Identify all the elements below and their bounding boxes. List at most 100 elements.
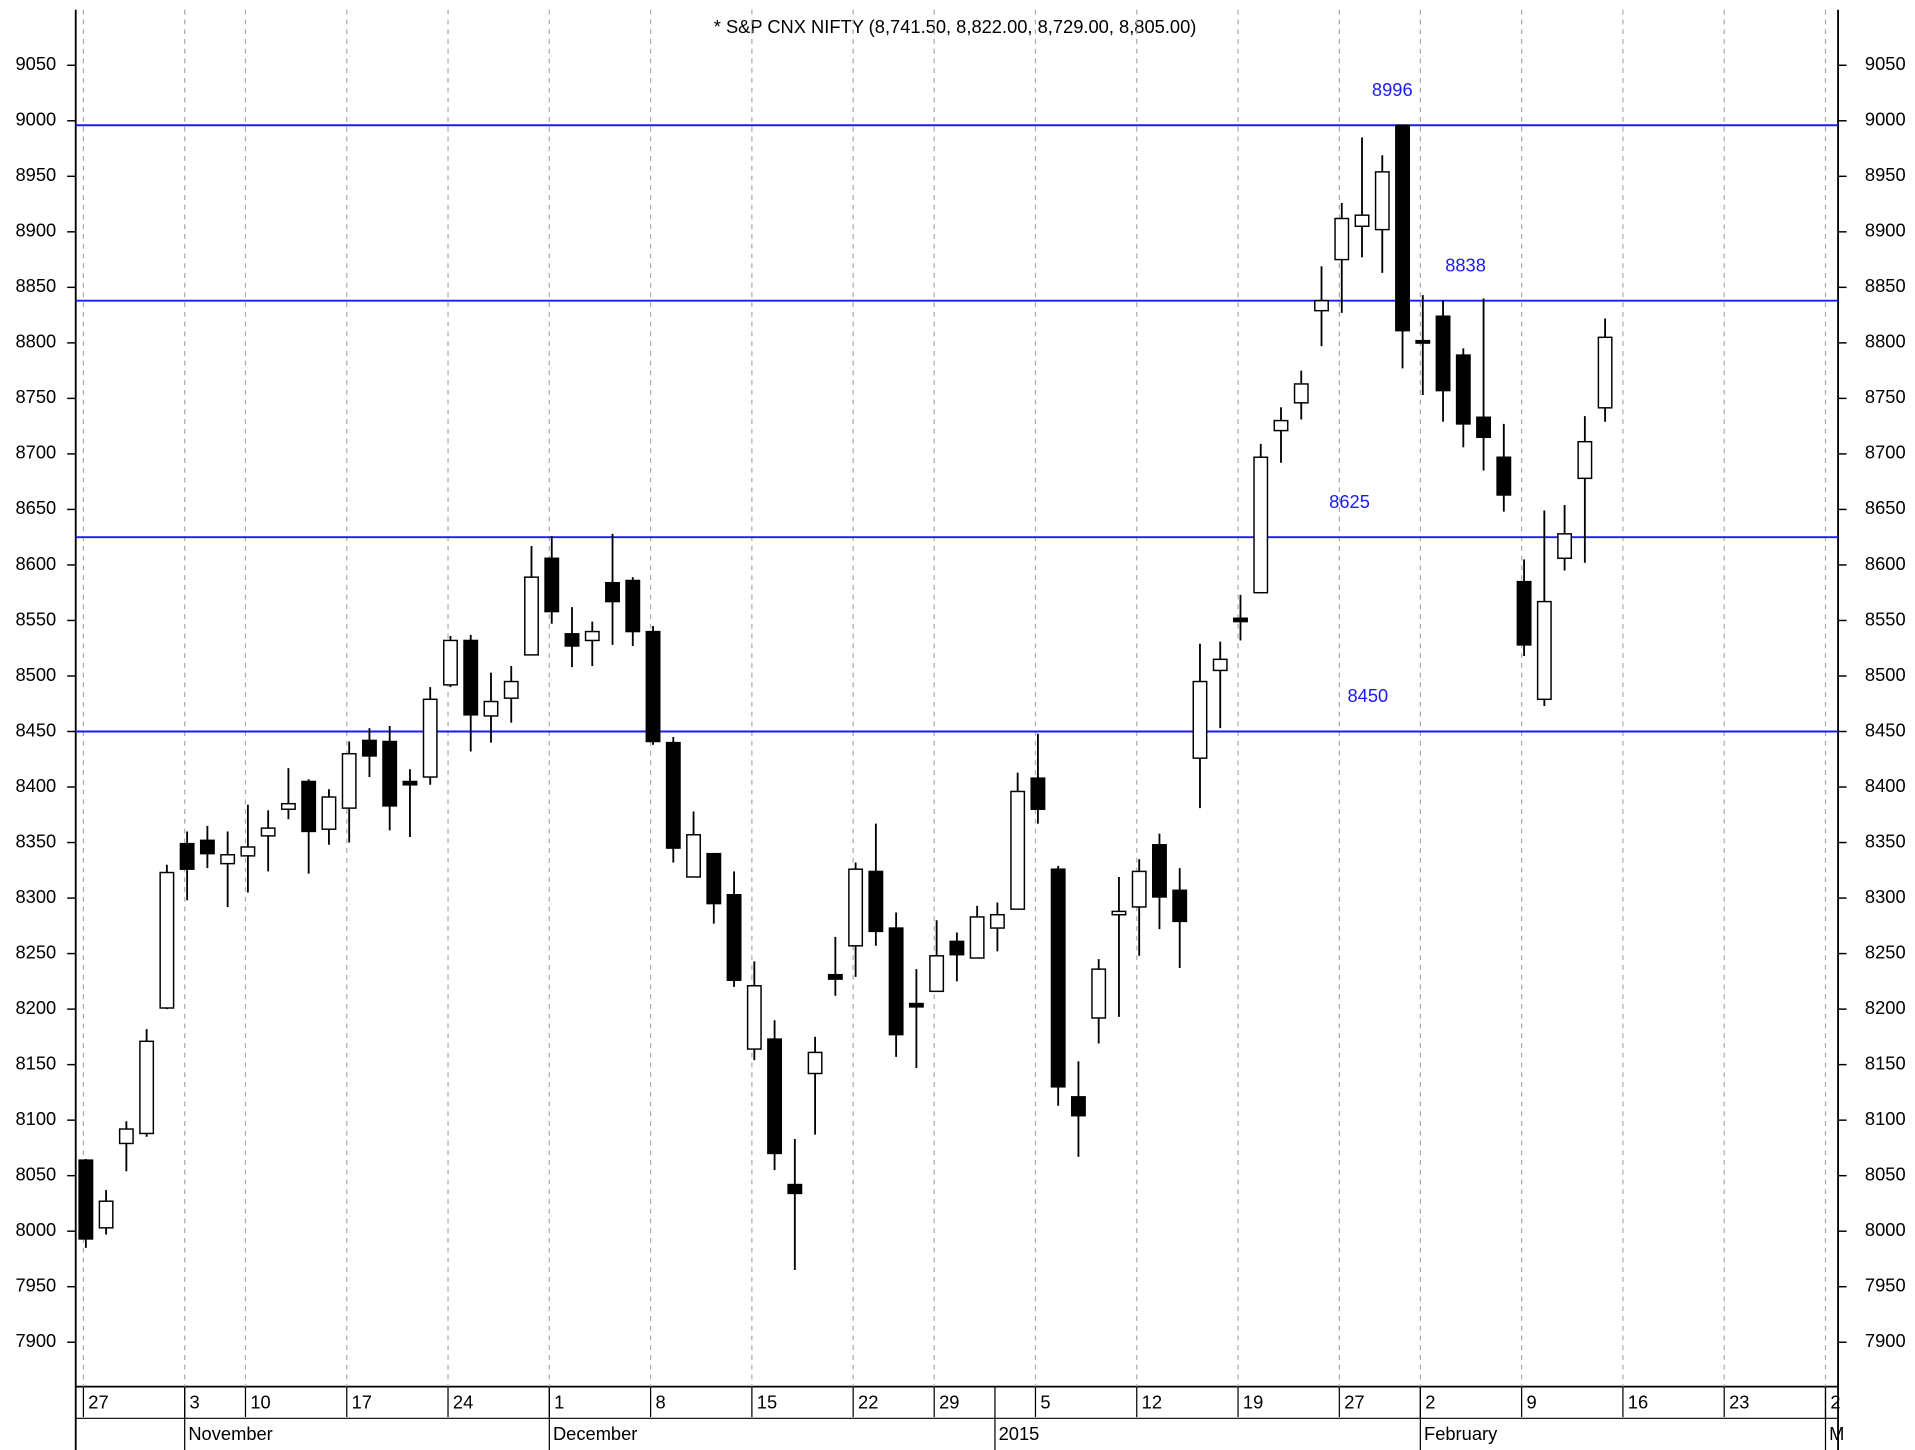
x-tick-label: 23: [1729, 1392, 1749, 1413]
candle-body: [1496, 456, 1512, 496]
y-tick-label: 8150: [15, 1052, 56, 1073]
y-tick-label: 8550: [1865, 608, 1906, 629]
candle-body: [118, 1128, 134, 1145]
candle-body: [240, 846, 256, 857]
y-tick-label: 9050: [15, 53, 56, 74]
x-tick-label: 27: [1344, 1392, 1364, 1413]
candle-body: [1334, 217, 1350, 261]
candle-body: [1233, 617, 1248, 623]
x-tick-label: 15: [757, 1392, 777, 1413]
y-tick-label: 8250: [1865, 941, 1906, 962]
chart-title: * S&P CNX NIFTY (8,741.50, 8,822.00, 8,7…: [714, 16, 1197, 37]
y-tick-label: 8150: [1865, 1052, 1906, 1073]
candle-body: [1435, 315, 1451, 392]
candle-body: [179, 842, 195, 870]
y-tick-label: 8850: [1865, 275, 1906, 296]
candle-body: [1374, 171, 1390, 231]
x-tick-label: 12: [1142, 1392, 1162, 1413]
candle-body: [989, 913, 1005, 929]
y-tick-label: 8400: [1865, 775, 1906, 796]
candle-body: [949, 940, 965, 956]
y-tick-label: 8000: [15, 1219, 56, 1240]
candle-body: [1091, 968, 1107, 1019]
candle-body: [848, 868, 864, 947]
candle-body: [98, 1200, 114, 1229]
y-tick-label: 8200: [15, 997, 56, 1018]
candle-body: [422, 698, 438, 778]
candle-body: [361, 739, 377, 757]
candle-body: [1172, 889, 1188, 923]
x-tick-label: 2: [1425, 1392, 1435, 1413]
candle-body: [1192, 680, 1208, 759]
x-tick-label: 16: [1628, 1392, 1648, 1413]
month-label: February: [1424, 1423, 1498, 1444]
candle-body: [746, 985, 762, 1050]
level-label: 8838: [1445, 254, 1486, 275]
x-tick-label: 1: [554, 1392, 564, 1413]
candle-body: [1293, 383, 1309, 404]
candle-body: [220, 854, 236, 865]
candle-body: [605, 581, 620, 603]
candle-body: [1557, 533, 1573, 560]
x-tick-label: 8: [655, 1392, 665, 1413]
x-tick-label: 27: [88, 1392, 108, 1413]
y-tick-label: 8350: [1865, 830, 1906, 851]
y-tick-label: 8750: [15, 386, 56, 407]
y-tick-label: 8050: [15, 1164, 56, 1185]
candle-body: [665, 741, 681, 849]
candle-body: [463, 639, 479, 716]
candle-body: [280, 802, 296, 810]
candle-body: [1152, 844, 1167, 898]
candle-body: [929, 955, 945, 993]
candle-body: [868, 870, 884, 933]
candle-body: [159, 871, 175, 1009]
candle-body: [787, 1183, 803, 1195]
candle-body: [1070, 1096, 1086, 1117]
candle-body: [524, 576, 539, 656]
candle-body: [1415, 339, 1431, 344]
month-label: M: [1829, 1423, 1844, 1444]
candle-body: [584, 630, 600, 642]
y-tick-label: 7950: [15, 1275, 56, 1296]
x-tick-label: 3: [190, 1392, 200, 1413]
candle-body: [1212, 658, 1228, 672]
candle-body: [1354, 214, 1370, 228]
candle-body: [260, 827, 276, 837]
candle-body: [199, 839, 215, 855]
candle-body: [1314, 299, 1329, 312]
candle-body: [1577, 440, 1593, 480]
x-tick-label: 29: [939, 1392, 959, 1413]
candle-body: [1273, 419, 1289, 432]
candle-body: [726, 894, 742, 981]
candle-body: [1111, 910, 1127, 916]
candle-body: [382, 740, 398, 807]
candle-body: [706, 852, 722, 905]
month-label: November: [188, 1423, 272, 1444]
candle-body: [1536, 600, 1552, 701]
candle-body: [1131, 870, 1147, 908]
candle-body: [1395, 124, 1410, 332]
candle-body: [1010, 790, 1026, 910]
y-tick-label: 8500: [15, 664, 56, 685]
candle-body: [483, 700, 499, 717]
candle-body: [564, 633, 580, 647]
candle-body: [888, 927, 904, 1036]
y-tick-label: 8450: [1865, 719, 1906, 740]
y-tick-label: 8400: [15, 775, 56, 796]
y-tick-label: 8700: [1865, 442, 1906, 463]
x-tick-label: 10: [250, 1392, 270, 1413]
y-tick-label: 7900: [1865, 1330, 1906, 1351]
y-tick-label: 8900: [15, 220, 56, 241]
candle-body: [1455, 354, 1471, 425]
candle-body: [1253, 456, 1269, 594]
y-tick-label: 7900: [15, 1330, 56, 1351]
candle-body: [402, 780, 418, 786]
month-label: December: [553, 1423, 637, 1444]
y-tick-label: 8600: [1865, 553, 1906, 574]
candle-body: [686, 834, 702, 878]
candle-body: [443, 639, 458, 686]
x-tick-label: 22: [858, 1392, 878, 1413]
y-tick-label: 8100: [1865, 1108, 1906, 1129]
